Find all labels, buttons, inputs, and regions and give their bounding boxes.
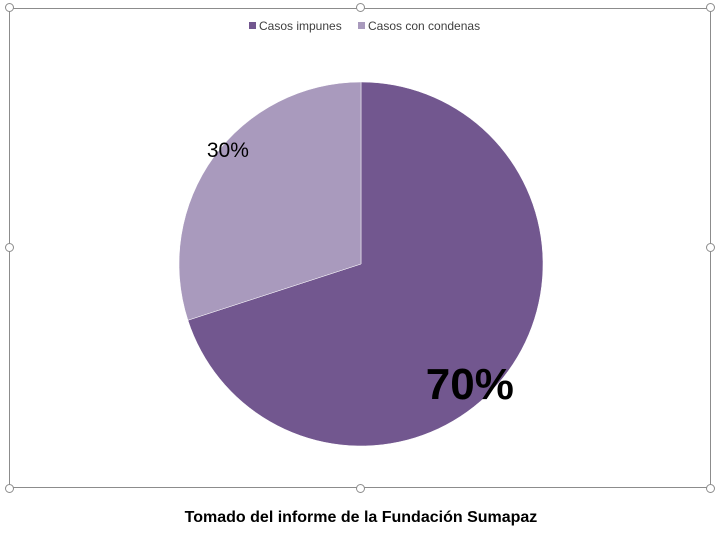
legend-label-casos-con-condenas: Casos con condenas [368,19,480,33]
resize-handle-bottom-center[interactable] [356,484,365,493]
data-label-casos-con-condenas: 30% [207,139,249,162]
legend-swatch-casos-con-condenas [358,22,365,29]
figure-caption: Tomado del informe de la Fundación Sumap… [184,509,538,526]
legend: Casos impunes Casos con condenas [249,19,480,33]
resize-handle-top-center[interactable] [356,3,365,12]
pie-slice-casos-con-condenas[interactable] [178,81,362,321]
pie-slices [178,81,544,447]
legend-swatch-casos-impunes [249,22,256,29]
legend-label-casos-impunes: Casos impunes [259,19,342,33]
resize-handle-top-right[interactable] [706,3,715,12]
resize-handle-top-left[interactable] [5,3,14,12]
pie-slice-casos-impunes[interactable] [187,81,544,447]
data-label-casos-impunes: 70% [426,360,514,409]
resize-handle-middle-right[interactable] [706,243,715,252]
resize-handle-middle-left[interactable] [5,243,14,252]
resize-handle-bottom-right[interactable] [706,484,715,493]
resize-handle-bottom-left[interactable] [5,484,14,493]
data-labels: 70% 30% [207,139,514,409]
